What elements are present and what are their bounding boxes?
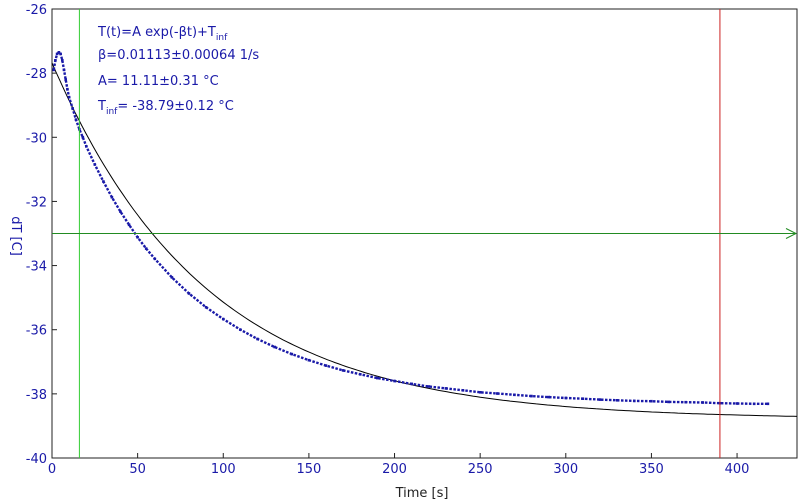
data-point: [341, 369, 345, 372]
data-point: [376, 376, 379, 380]
data-point: [684, 400, 687, 404]
data-point: [54, 59, 57, 62]
data-point: [127, 223, 131, 227]
data-point: [62, 68, 66, 72]
data-point: [153, 257, 157, 261]
fit-tinf-subscript: inf: [106, 107, 118, 117]
data-point: [71, 107, 74, 110]
data-point: [766, 402, 770, 406]
x-tick-label: 150: [296, 462, 321, 477]
data-point: [187, 292, 191, 295]
data-point: [324, 364, 328, 367]
data-point: [102, 180, 105, 183]
x-tick-label: 50: [129, 462, 146, 477]
data-point: [444, 387, 448, 390]
data-point: [93, 163, 97, 166]
y-tick-label: -38: [26, 388, 47, 403]
fit-a-label: A= 11.11±0.31 °C: [98, 74, 219, 89]
x-tick-label: 0: [48, 462, 56, 477]
y-tick-label: -26: [26, 3, 47, 18]
data-point: [427, 385, 431, 388]
y-tick-label: -32: [26, 195, 47, 210]
data-point: [735, 402, 739, 405]
data-point: [57, 51, 61, 54]
x-axis-title: Time [s]: [395, 486, 449, 501]
data-point: [74, 118, 78, 121]
data-point: [547, 395, 550, 399]
data-point: [410, 382, 413, 386]
data-point: [119, 210, 122, 213]
data-point: [359, 373, 362, 376]
data-point: [273, 345, 276, 349]
data-point: [81, 136, 85, 139]
data-point: [530, 394, 533, 398]
data-point: [393, 379, 396, 383]
data-point: [110, 196, 114, 199]
y-axis: -40 -38 -36 -34 -32 -30 -28 -26: [26, 3, 57, 467]
data-point: [615, 399, 619, 402]
data-point: [307, 358, 311, 362]
data-point: [581, 397, 585, 400]
data-point: [633, 399, 636, 403]
data-point: [144, 247, 148, 250]
x-tick-label: 400: [725, 462, 750, 477]
horizontal-cursor-arrowhead: [785, 228, 798, 239]
data-point: [513, 393, 516, 397]
data-point: [66, 87, 69, 91]
y-axis-title: dT [C]: [8, 216, 23, 256]
data-point: [598, 398, 602, 401]
data-point: [52, 68, 55, 72]
x-tick-label: 350: [639, 462, 664, 477]
data-point: [204, 306, 208, 309]
y-tick-label: -30: [26, 131, 47, 146]
data-point: [55, 52, 59, 56]
data-point: [667, 400, 670, 404]
data-point: [67, 95, 71, 99]
data-point: [478, 391, 482, 394]
data-point: [256, 337, 259, 341]
fit-annotation: T(t)=A exp(-βt)+Tinf β=0.01113±0.00064 1…: [97, 25, 259, 117]
data-point: [496, 392, 499, 395]
data-point: [564, 396, 568, 400]
data-point: [85, 145, 88, 148]
cursor-layer: [52, 9, 798, 458]
x-tick-label: 250: [468, 462, 493, 477]
data-point: [650, 399, 653, 403]
x-tick-label: 200: [382, 462, 407, 477]
data-point: [136, 236, 139, 239]
x-tick-label: 100: [211, 462, 236, 477]
y-tick-label: -34: [26, 260, 47, 275]
data-point: [239, 328, 242, 331]
data-series-trace: [52, 50, 768, 405]
data-point: [701, 401, 705, 404]
y-tick-label: -28: [26, 67, 47, 82]
fit-curve: [51, 62, 798, 417]
data-point: [290, 352, 294, 356]
fit-model-text: T(t)=A exp(-βt)+T: [97, 25, 216, 40]
data-point: [64, 78, 67, 81]
data-point: [222, 317, 225, 321]
data-point: [61, 59, 64, 62]
fit-tinf-symbol: T: [97, 99, 106, 114]
x-tick-label: 300: [553, 462, 578, 477]
y-tick-label: -40: [26, 452, 47, 467]
fit-model-subscript: inf: [216, 33, 228, 43]
data-point: [59, 52, 62, 56]
fit-beta-label: β=0.01113±0.00064 1/s: [98, 48, 259, 63]
fit-tinf-value: = -38.79±0.12 °C: [117, 99, 233, 114]
x-axis: 0 50 100 150 200 250 300 350 400: [48, 453, 750, 477]
y-tick-label: -36: [26, 324, 47, 339]
data-point: [170, 276, 174, 279]
fit-model-label: T(t)=A exp(-βt)+Tinf: [97, 25, 228, 43]
data-point: [461, 389, 465, 392]
data-point: [752, 402, 756, 406]
fit-tinf-label: Tinf= -38.79±0.12 °C: [97, 99, 234, 117]
data-series-layer: [51, 50, 798, 417]
